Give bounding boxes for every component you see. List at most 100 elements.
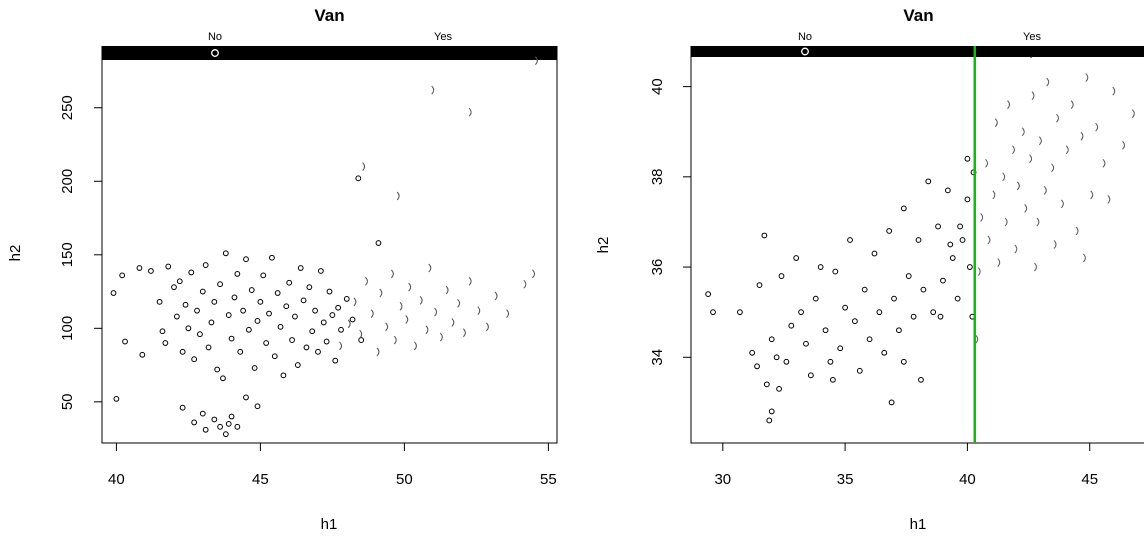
point-no [165, 263, 172, 270]
point-yes [494, 291, 498, 301]
point-no [817, 264, 824, 270]
y-axis-label: h2 [7, 245, 24, 262]
legend-marker-yes: ) [441, 46, 445, 60]
point-no [257, 298, 264, 305]
point-no [329, 312, 336, 318]
point-yes [445, 285, 449, 295]
point-no [773, 354, 780, 361]
point-no [954, 295, 961, 302]
point-no [191, 356, 198, 363]
point-no [254, 403, 261, 410]
legend-label-no: No [208, 31, 222, 43]
point-no [778, 273, 785, 279]
point-no [199, 410, 206, 417]
point-yes [523, 279, 527, 289]
point-no [179, 404, 186, 411]
point-no [197, 331, 203, 338]
point-no [812, 295, 819, 302]
point-no [803, 340, 809, 347]
point-no [228, 413, 235, 420]
point-yes [1012, 145, 1015, 155]
point-yes [1031, 91, 1035, 100]
point-yes [477, 306, 481, 316]
x-tick-label: 50 [396, 471, 413, 488]
point-no [761, 232, 768, 239]
point-no [358, 337, 365, 343]
point-no [827, 358, 834, 365]
point-yes [1002, 172, 1006, 182]
point-yes [347, 319, 351, 329]
y-tick-label: 34 [649, 349, 666, 366]
point-yes [1043, 186, 1047, 195]
point-no [119, 272, 126, 279]
point-yes [1107, 195, 1111, 204]
point-no [881, 349, 888, 356]
point-no [211, 416, 218, 423]
point-no [737, 309, 743, 316]
point-yes [1090, 190, 1094, 200]
point-yes [1014, 244, 1018, 254]
point-yes [385, 322, 389, 332]
point-yes [1102, 158, 1106, 168]
point-no [188, 269, 195, 276]
point-yes [997, 258, 1001, 267]
point-no [856, 367, 863, 374]
scatter-panel-right: Van No Yes) 30 35 40 45 34 36 38 40 h1 h2 [595, 6, 1144, 533]
scatter-panel-left: Van No Yes) 40 45 50 55 50 100 150 200 250 h1 h2 [7, 6, 558, 533]
point-yes [451, 318, 455, 327]
point-no [271, 353, 278, 360]
point-yes [985, 158, 988, 168]
point-no [326, 288, 333, 295]
point-no [225, 312, 232, 318]
point-no [964, 155, 971, 162]
point-no [888, 399, 895, 406]
point-no [832, 268, 839, 275]
point-yes [980, 213, 984, 222]
point-no [829, 376, 836, 383]
y-tick-label: 150 [59, 242, 76, 267]
legend-label-no: No [798, 31, 812, 43]
point-no [957, 223, 963, 230]
point-no [251, 365, 258, 371]
point-yes [992, 190, 996, 200]
legend-bar [102, 46, 557, 60]
point-no [768, 408, 775, 415]
point-no [756, 282, 763, 289]
point-yes [365, 276, 368, 286]
point-no [375, 240, 382, 246]
legend-marker-no [211, 49, 219, 57]
point-yes [1065, 145, 1069, 155]
point-yes [1016, 181, 1020, 191]
point-yes [1038, 136, 1042, 146]
point-yes [975, 334, 979, 344]
point-no [283, 303, 290, 310]
plot-frame [101, 46, 558, 444]
point-no [156, 298, 163, 305]
point-no [222, 431, 229, 438]
point-no [851, 318, 858, 325]
point-no [966, 264, 973, 270]
point-no [944, 187, 951, 194]
point-yes [379, 288, 383, 298]
legend-marker-yes: ) [1030, 45, 1034, 59]
point-no [876, 309, 883, 316]
point-yes [1122, 140, 1125, 150]
legend-label-yes: Yes [1023, 31, 1041, 43]
point-no [949, 255, 956, 261]
point-no [297, 265, 304, 271]
point-no [749, 349, 756, 356]
point-no [286, 279, 293, 286]
point-no [194, 307, 200, 314]
point-no [338, 326, 344, 333]
point-no [783, 358, 790, 365]
point-yes [359, 329, 363, 339]
y-tick-label: 50 [59, 393, 76, 410]
point-yes [1036, 217, 1040, 227]
point-yes [434, 307, 438, 317]
y-tick-label: 100 [59, 316, 76, 341]
point-no [254, 318, 261, 324]
point-no [312, 307, 319, 314]
point-no [199, 288, 206, 295]
y-axis-label: h2 [595, 237, 612, 254]
